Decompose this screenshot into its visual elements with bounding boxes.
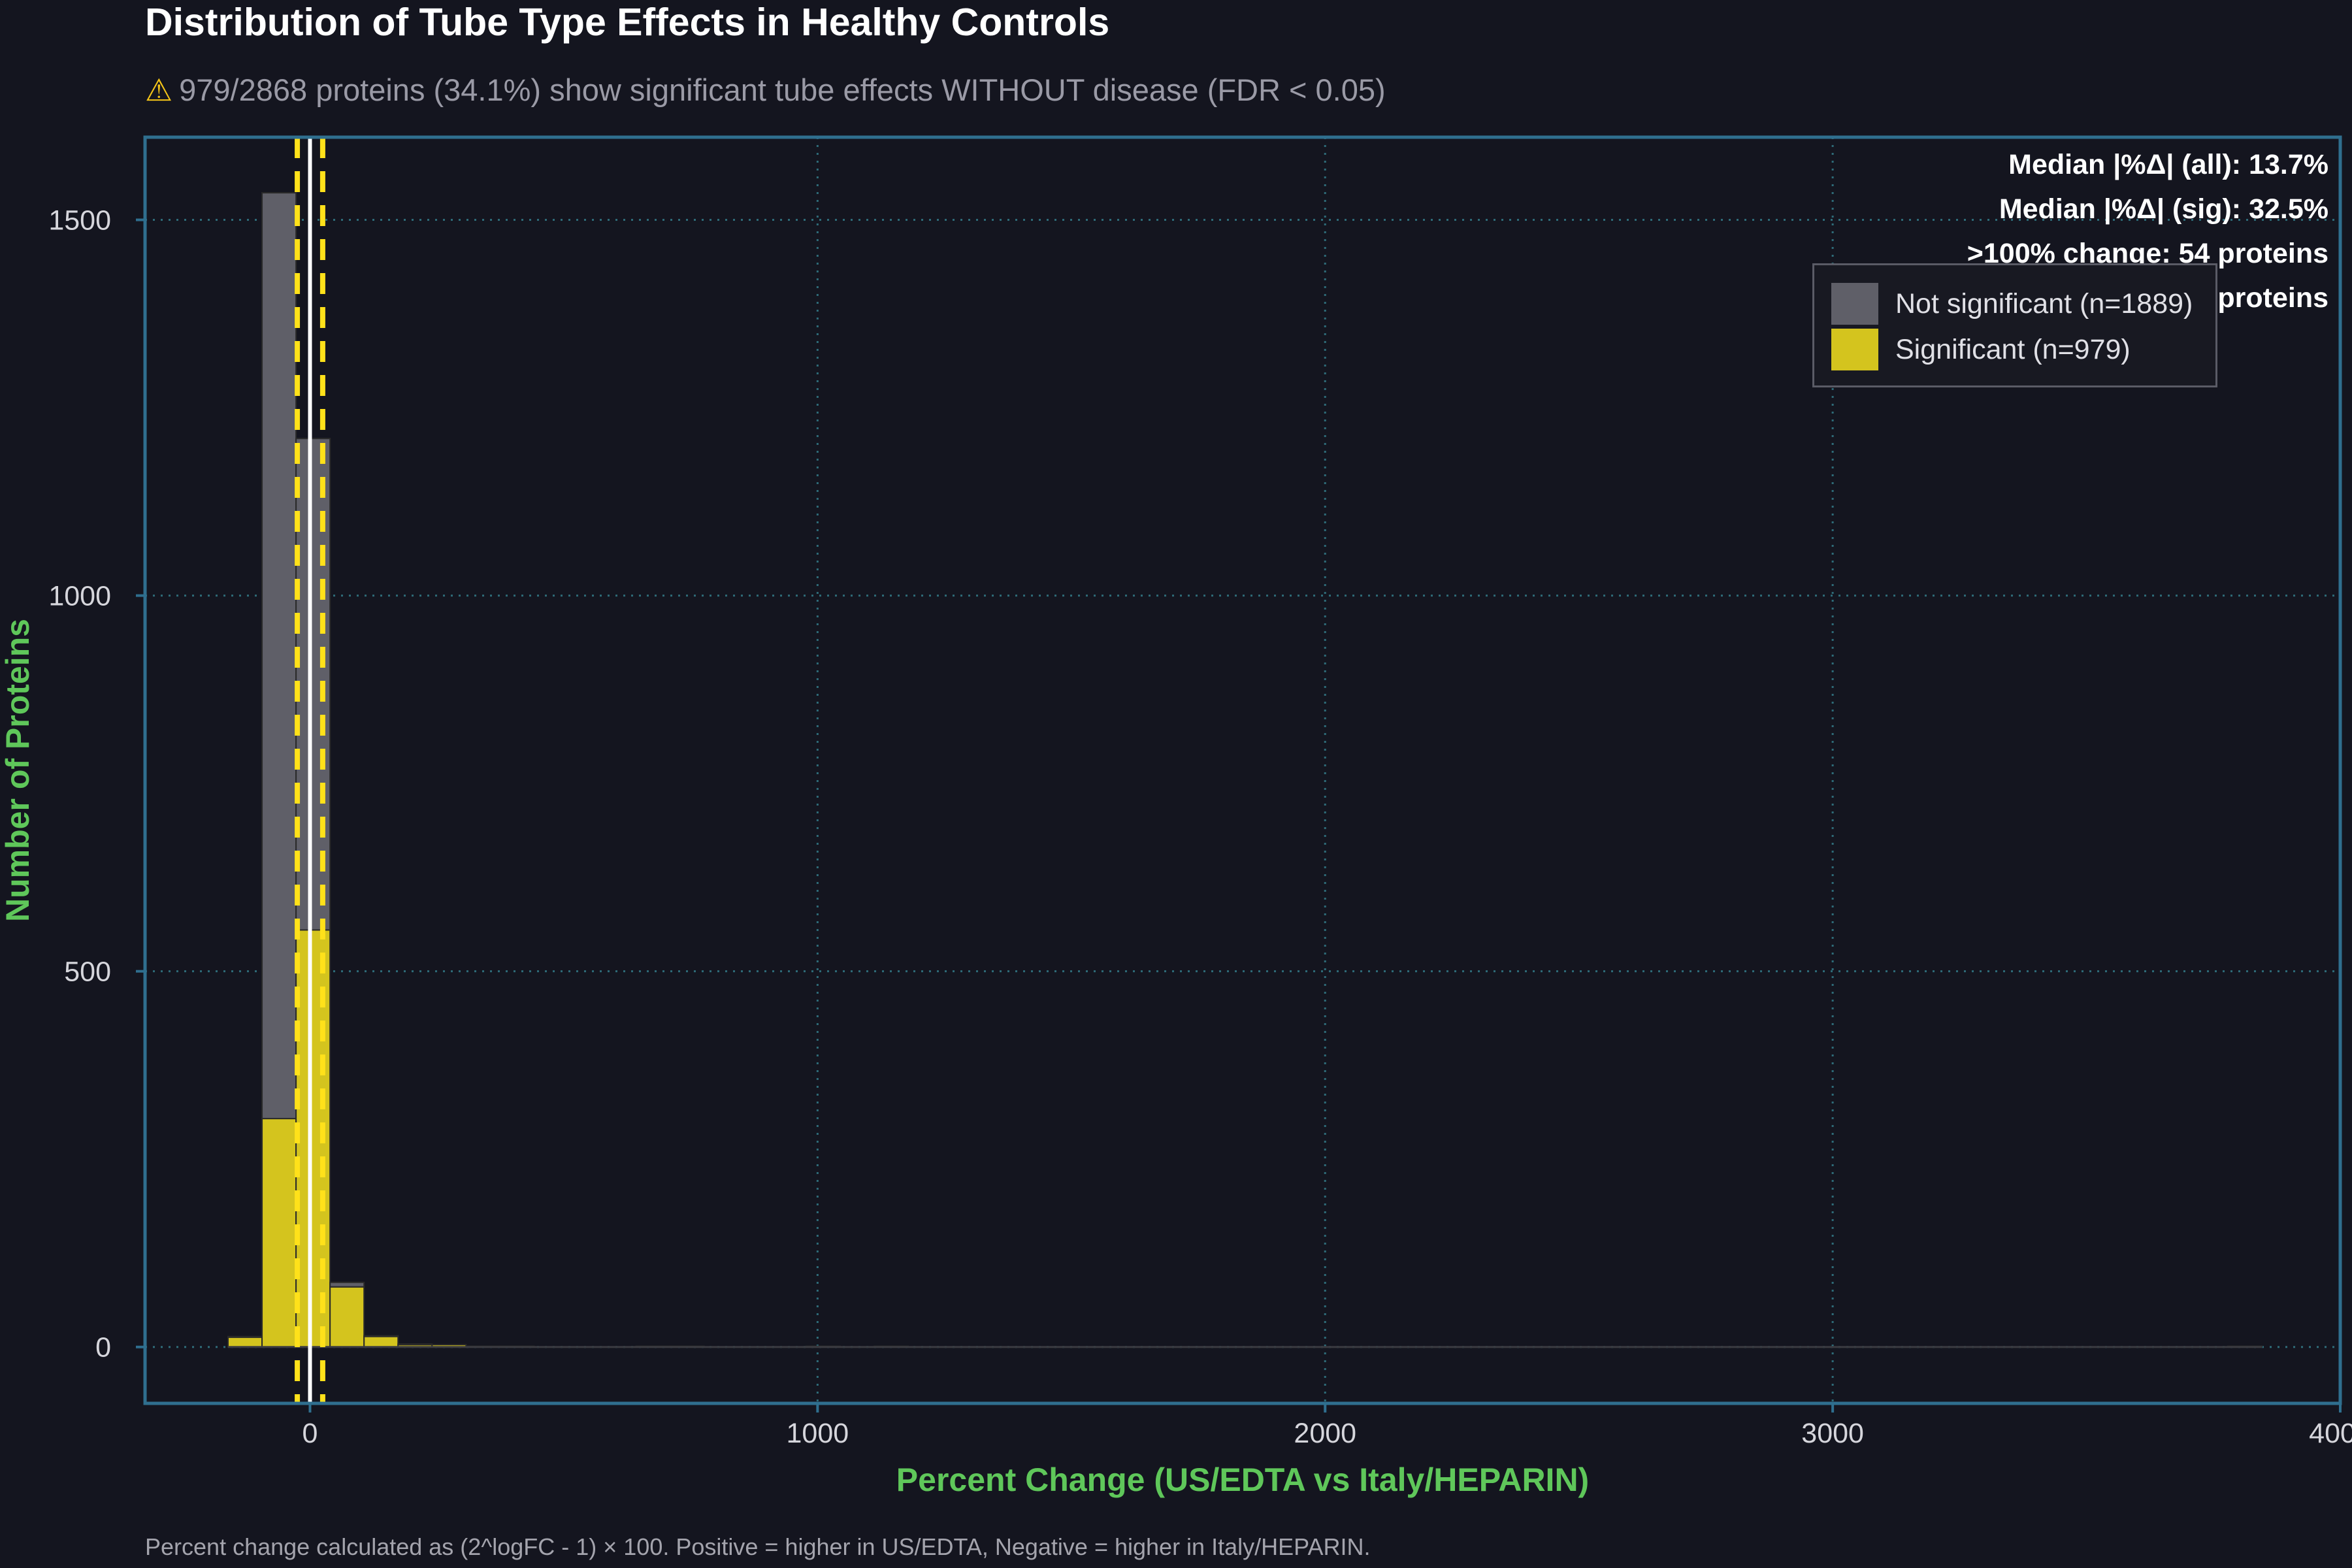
legend-swatch-significant [1831, 329, 1878, 370]
bar-not-significant [363, 1335, 399, 1337]
bar-significant [329, 1286, 365, 1348]
subtitle-text: 979/2868 proteins (34.1%) show significa… [179, 73, 1386, 107]
y-axis-label: Number of Proteins [0, 619, 36, 922]
legend-label-significant: Significant (n=979) [1895, 333, 2131, 365]
warning-icon: ⚠ [145, 73, 173, 107]
chart-subtitle: ⚠ 979/2868 proteins (34.1%) show signific… [145, 69, 1386, 111]
x-axis-label: Percent Change (US/EDTA vs Italy/HEPARIN… [896, 1462, 1589, 1498]
stat-median-sig: Median |%Δ| (sig): 32.5% [1999, 193, 2328, 225]
x-tick-label: 2000 [1294, 1418, 1356, 1449]
legend: Not significant (n=1889) Significant (n=… [1812, 263, 2217, 387]
bar-not-significant [397, 1343, 433, 1346]
bar-significant [363, 1335, 399, 1348]
legend-item-significant: Significant (n=979) [1831, 327, 2198, 372]
stat-median-all: Median |%Δ| (all): 13.7% [2008, 149, 2328, 180]
legend-swatch-not-significant [1831, 283, 1878, 325]
legend-label-not-significant: Not significant (n=1889) [1895, 287, 2193, 319]
y-tick-label: 1000 [48, 581, 111, 612]
x-tick-label: 0 [302, 1418, 318, 1449]
x-tick-label: 1000 [787, 1418, 849, 1449]
footnote: Percent change calculated as (2^logFC - … [145, 1533, 1371, 1560]
bar-significant [227, 1336, 263, 1348]
bar-not-significant [261, 192, 297, 1120]
legend-item-not-significant: Not significant (n=1889) [1831, 281, 2198, 327]
chart-title: Distribution of Tube Type Effects in Hea… [145, 1, 1110, 44]
y-tick-label: 0 [95, 1332, 111, 1364]
plot-frame [143, 135, 2342, 1405]
y-tick-label: 1500 [48, 205, 111, 237]
bar-significant [261, 1118, 297, 1348]
x-tick-label: 3000 [1801, 1418, 1864, 1449]
y-tick-label: 500 [64, 956, 111, 988]
bar-not-significant [329, 1281, 365, 1288]
